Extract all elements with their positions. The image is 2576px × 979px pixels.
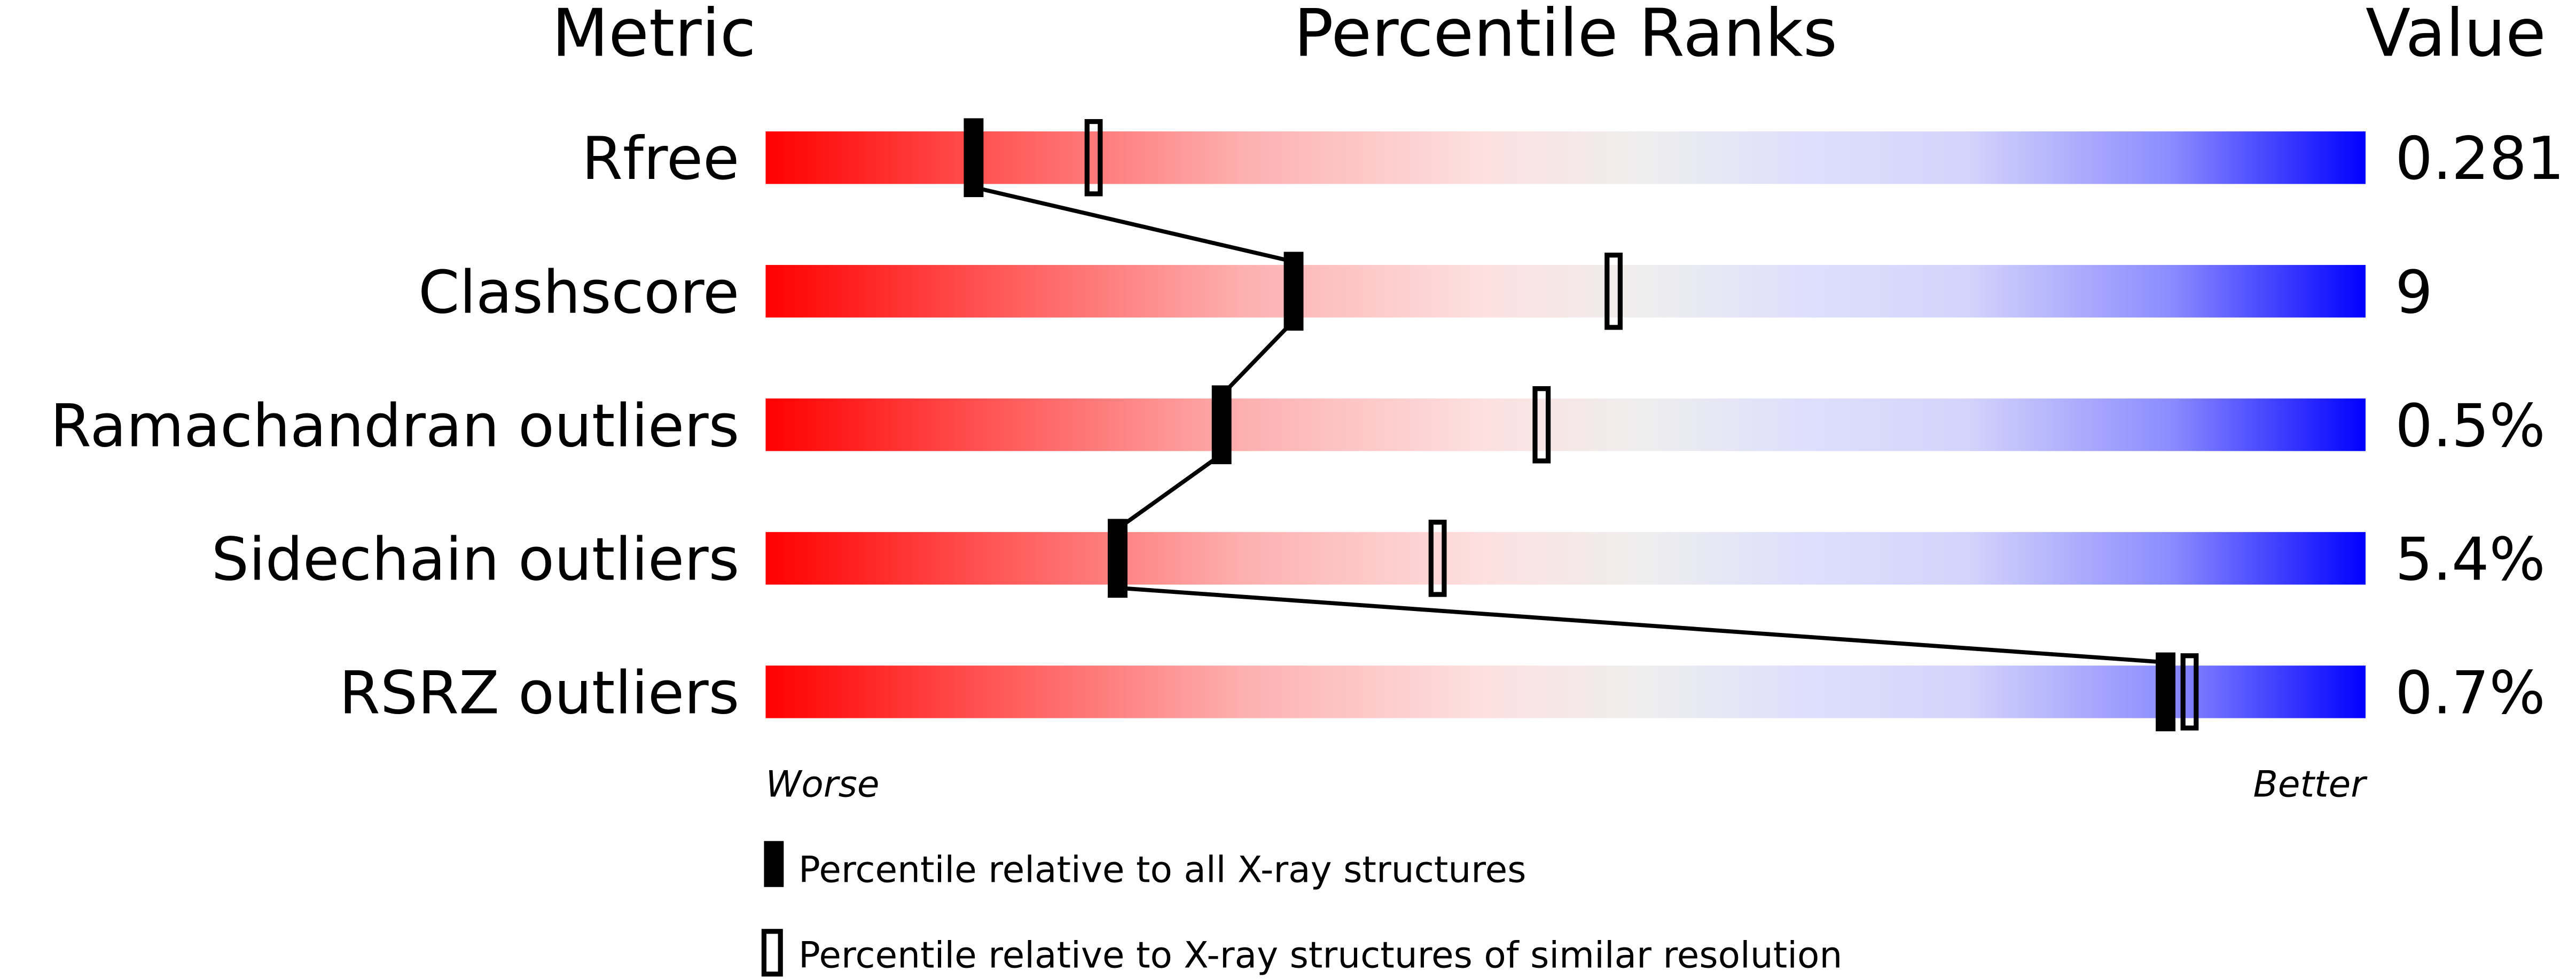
marker-all-structures: [1283, 252, 1304, 331]
percentile-bar: [765, 265, 2366, 318]
marker-similar-resolution: [2180, 653, 2199, 731]
metric-value: 0.5%: [2395, 391, 2545, 460]
legend-open-marker-icon: [761, 929, 783, 977]
marker-similar-resolution: [1604, 253, 1623, 330]
marker-all-structures: [2156, 652, 2176, 732]
legend-all-structures: Percentile relative to all X-ray structu…: [798, 849, 1526, 891]
metric-label: Clashscore: [418, 258, 739, 327]
header-percentile-ranks: Percentile Ranks: [1294, 0, 1837, 72]
metric-value: 0.281: [2395, 124, 2564, 193]
connector-line: [1117, 585, 2166, 664]
axis-label-better: Better: [2253, 763, 2368, 805]
marker-all-structures: [1108, 519, 1128, 598]
marker-all-structures: [1211, 385, 1232, 465]
percentile-bar: [765, 131, 2366, 184]
axis-label-worse: Worse: [765, 763, 879, 805]
metric-value: 9: [2395, 258, 2432, 327]
metric-label: Ramachandran outliers: [50, 391, 739, 460]
percentile-bar: [765, 532, 2366, 585]
metric-label: Rfree: [582, 124, 739, 193]
metric-value: 0.7%: [2395, 659, 2545, 727]
header-metric: Metric: [552, 0, 756, 72]
metric-label: Sidechain outliers: [212, 525, 740, 594]
connector-line: [1220, 319, 1295, 397]
legend-similar-resolution: Percentile relative to X-ray structures …: [798, 934, 1842, 976]
connector-line: [973, 185, 1294, 264]
metric-label: RSRZ outliers: [339, 659, 739, 727]
marker-similar-resolution: [1084, 119, 1103, 197]
marker-similar-resolution: [1428, 520, 1447, 597]
marker-all-structures: [964, 118, 984, 198]
percentile-bar: [765, 398, 2366, 451]
header-value: Value: [2366, 0, 2546, 72]
percentile-bar: [765, 665, 2366, 718]
connector-line: [1116, 452, 1223, 531]
legend-filled-marker-icon: [764, 841, 784, 887]
marker-similar-resolution: [1532, 386, 1551, 464]
metric-value: 5.4%: [2395, 525, 2545, 594]
